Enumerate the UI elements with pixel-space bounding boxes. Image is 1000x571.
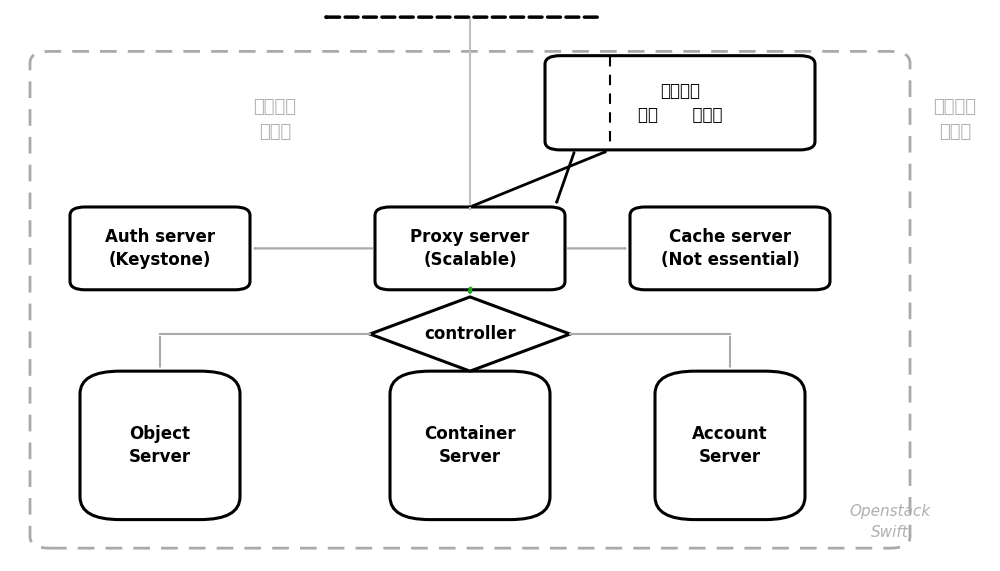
Text: Openstack
Swift: Openstack Swift (849, 504, 931, 541)
Text: Cache server
(Not essential): Cache server (Not essential) (661, 228, 799, 269)
FancyBboxPatch shape (655, 371, 805, 520)
Text: Account
Server: Account Server (692, 425, 768, 466)
Text: 原服务提
供方式: 原服务提 供方式 (254, 98, 296, 142)
FancyBboxPatch shape (80, 371, 240, 520)
FancyBboxPatch shape (30, 51, 910, 548)
FancyBboxPatch shape (70, 207, 250, 290)
Text: Object
Server: Object Server (129, 425, 191, 466)
FancyBboxPatch shape (630, 207, 830, 290)
Text: controller: controller (424, 325, 516, 343)
FancyBboxPatch shape (375, 207, 565, 290)
Polygon shape (370, 297, 570, 371)
Text: 本发明解
决方案: 本发明解 决方案 (934, 98, 976, 142)
Text: 处理、转
发等      中间层: 处理、转 发等 中间层 (638, 82, 722, 123)
Text: Proxy server
(Scalable): Proxy server (Scalable) (410, 228, 530, 269)
Text: Container
Server: Container Server (424, 425, 516, 466)
FancyBboxPatch shape (390, 371, 550, 520)
FancyBboxPatch shape (545, 56, 815, 150)
Text: Auth server
(Keystone): Auth server (Keystone) (105, 228, 215, 269)
